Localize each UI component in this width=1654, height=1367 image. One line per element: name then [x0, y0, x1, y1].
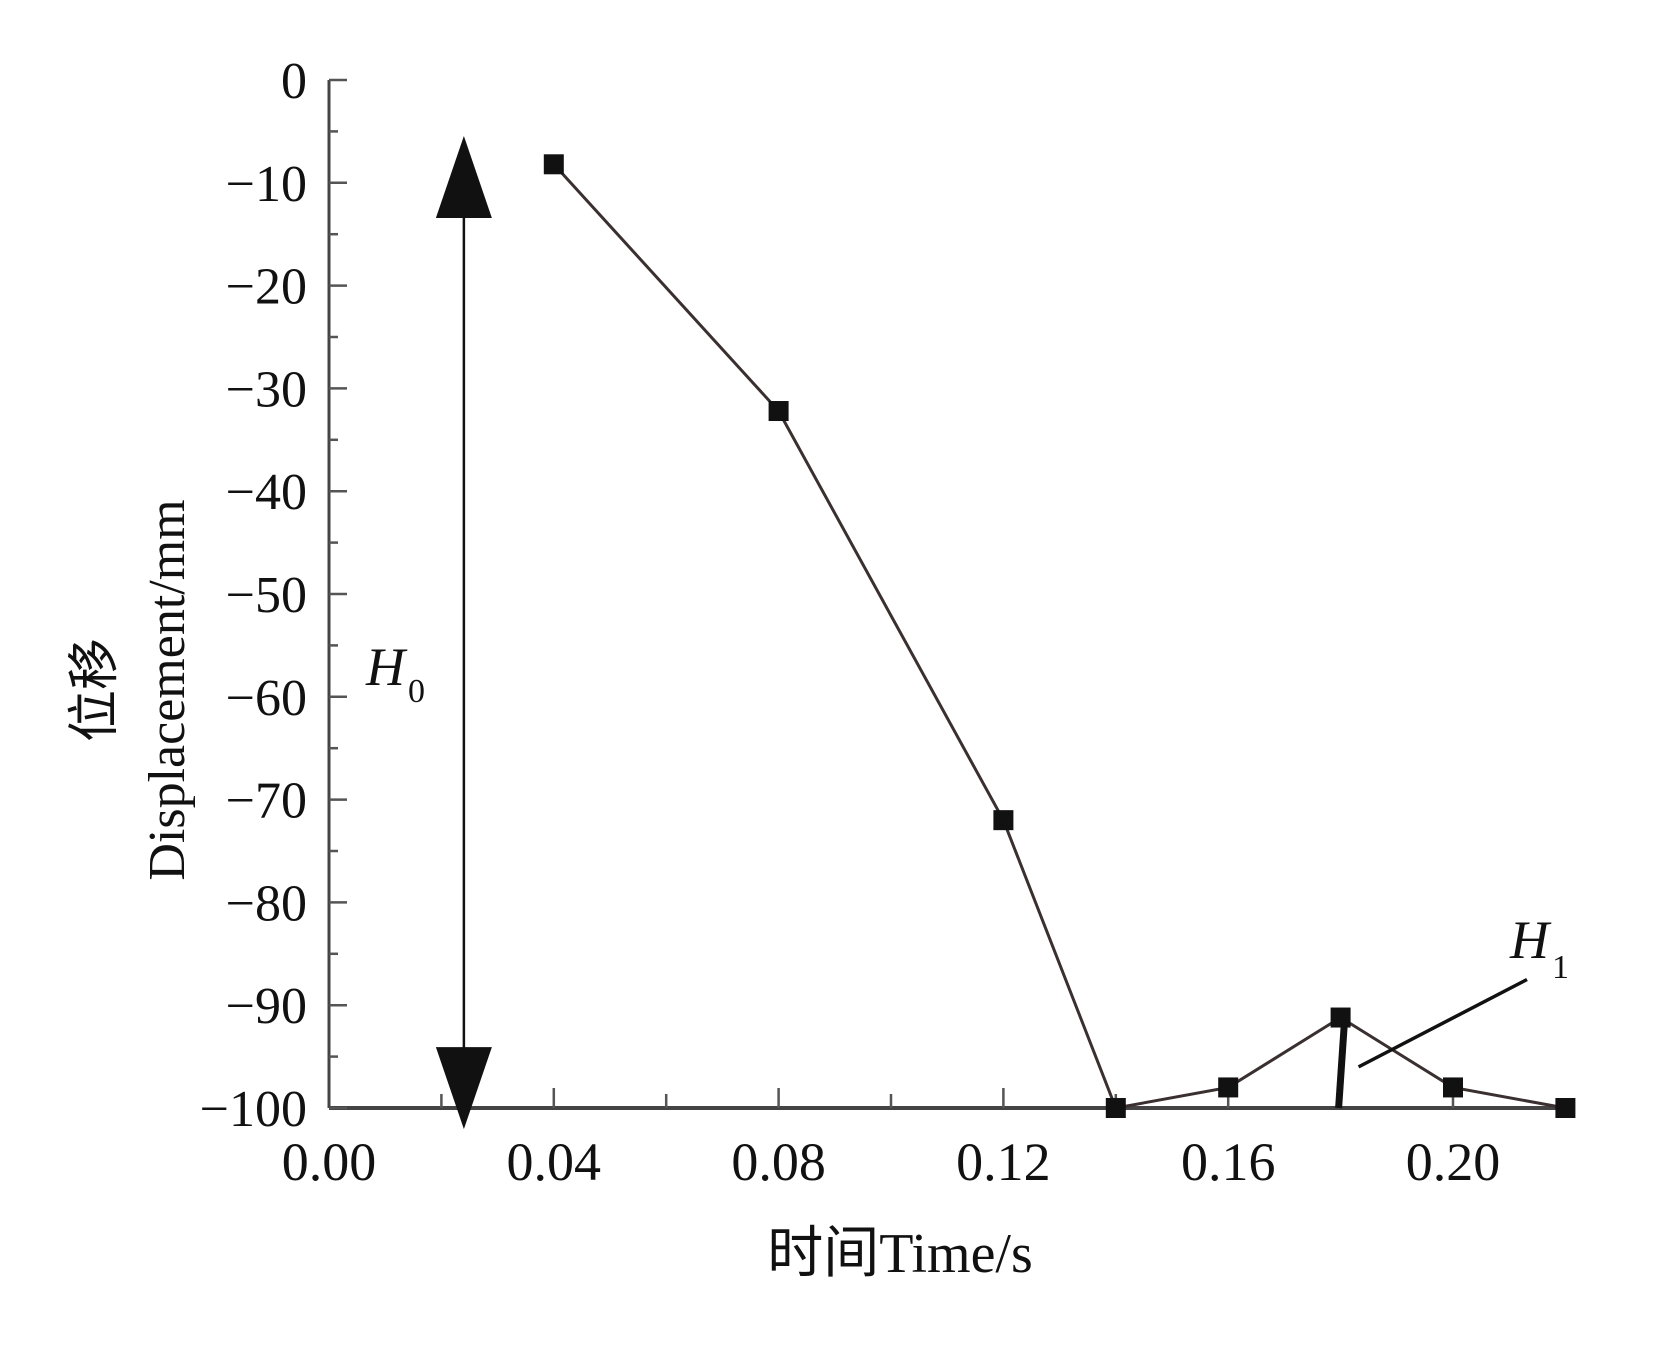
h1-leader-line	[1357, 977, 1528, 1069]
y-tick-label: −30	[226, 361, 307, 418]
y-axis-label-cn: 位移	[67, 638, 124, 742]
x-tick-label: 0.16	[1181, 1132, 1276, 1192]
y-tick-label: −40	[226, 464, 307, 521]
h0-subscript: 0	[408, 673, 425, 710]
y-tick-label: −80	[226, 875, 307, 932]
series-line	[552, 163, 1566, 1110]
h0-arrow-down-head	[435, 1047, 492, 1130]
data-point-marker	[993, 810, 1014, 831]
x-axis-label: 时间Time/s	[767, 1223, 1033, 1285]
y-axis-label: Displacement/mm	[139, 499, 196, 880]
x-tick-label: 0.20	[1406, 1132, 1501, 1192]
h0-arrow-up-head	[435, 135, 492, 218]
y-tick-label: −10	[226, 156, 307, 213]
y-tick-label: −20	[226, 259, 307, 316]
data-point-marker	[1443, 1077, 1463, 1098]
y-tick-label: −100	[200, 1081, 307, 1138]
data-point-marker	[1218, 1077, 1239, 1098]
data-point-marker	[1105, 1098, 1126, 1118]
x-tick-label: 0.12	[956, 1132, 1051, 1192]
h1-subscript: 1	[1552, 949, 1569, 986]
series	[543, 154, 1576, 1118]
data-point-marker	[768, 401, 789, 422]
data-point-marker	[1555, 1098, 1576, 1118]
h1-label: H	[1509, 910, 1552, 970]
x-tick-label: 0.04	[507, 1132, 602, 1192]
y-tick-label: −50	[226, 567, 307, 624]
y-tick-label: −90	[226, 978, 307, 1035]
data-point-marker	[543, 154, 564, 175]
y-tick-label: −60	[226, 670, 307, 727]
annotations: H 0H 1	[365, 135, 1569, 1130]
y-tick-label: 0	[281, 53, 307, 110]
axes	[327, 80, 1574, 1110]
h1-bar	[1335, 1019, 1349, 1109]
x-tick-label: 0.00	[282, 1132, 377, 1192]
h0-label: H	[365, 637, 408, 697]
x-tick-label: 0.08	[731, 1132, 826, 1192]
y-tick-label: −70	[226, 773, 307, 830]
